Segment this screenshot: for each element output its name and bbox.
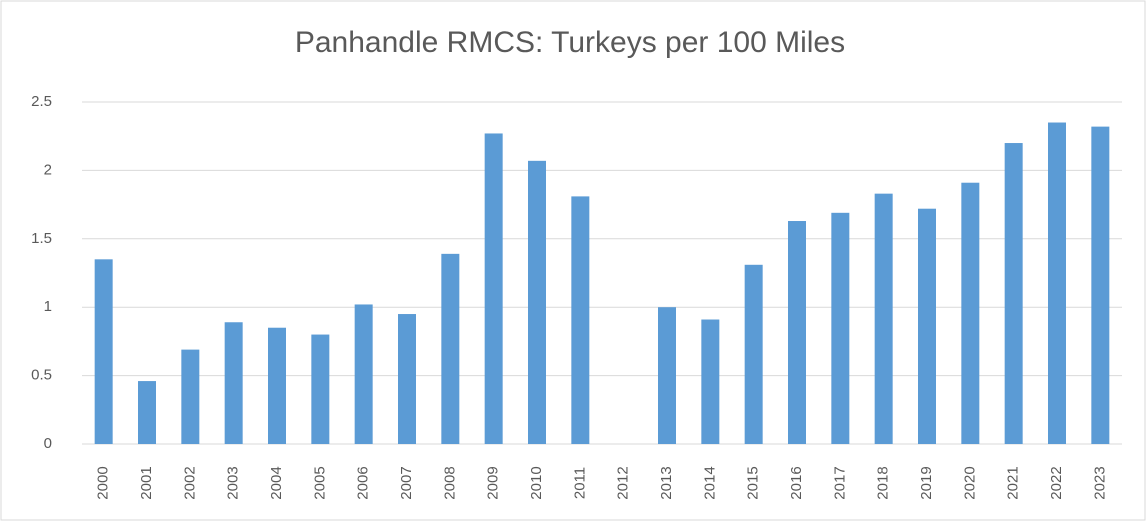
bar (918, 208, 936, 444)
x-tick-label: 2010 (528, 466, 545, 499)
x-tick-label: 2018 (875, 466, 892, 499)
x-tick-label: 2004 (268, 466, 285, 499)
x-tick-label: 2020 (961, 466, 978, 499)
y-tick-label: 2.5 (31, 93, 52, 110)
x-tick-label: 2000 (95, 466, 112, 499)
x-tick-label: 2012 (615, 466, 632, 499)
x-tick-label: 2017 (831, 466, 848, 499)
x-tick-label: 2007 (398, 466, 415, 499)
bar (1091, 126, 1110, 445)
bar (138, 381, 156, 444)
x-tick-label: 2005 (311, 466, 328, 499)
bar (788, 221, 806, 444)
x-tick-label: 2015 (745, 466, 762, 499)
y-tick-label: 0 (44, 435, 52, 452)
x-tick-label: 2008 (441, 466, 458, 499)
bar (874, 193, 893, 444)
y-tick-label: 0.5 (31, 367, 52, 384)
bar (1048, 122, 1066, 445)
x-tick-label: 2014 (701, 466, 718, 499)
x-tick-label: 2022 (1048, 466, 1065, 499)
x-tick-label: 2013 (658, 466, 675, 499)
bar (961, 182, 980, 444)
bar (268, 327, 286, 444)
bar (831, 212, 850, 444)
y-tick-label: 2 (44, 161, 52, 178)
bar (181, 349, 200, 444)
x-tick-label: 2003 (225, 466, 242, 499)
x-tick-label: 2019 (918, 466, 935, 499)
bar (398, 314, 416, 444)
bar (441, 253, 460, 444)
bar (658, 307, 676, 444)
chart-title: Panhandle RMCS: Turkeys per 100 Miles (295, 26, 845, 59)
bar (311, 334, 330, 444)
x-tick-label: 2006 (355, 466, 372, 499)
x-tick-label: 2001 (138, 466, 155, 499)
y-tick-label: 1 (44, 298, 52, 315)
bar (528, 160, 546, 444)
x-tick-label: 2009 (485, 466, 502, 499)
x-tick-label: 2023 (1091, 466, 1108, 499)
y-tick-label: 1.5 (31, 230, 52, 247)
bar (354, 304, 373, 444)
bar (701, 319, 720, 444)
bar (571, 196, 590, 444)
bar (224, 322, 243, 444)
x-tick-label: 2011 (571, 467, 588, 499)
bar (94, 259, 113, 444)
bar (1004, 143, 1023, 445)
x-tick-label: 2002 (181, 466, 198, 499)
x-tick-label: 2016 (788, 466, 805, 499)
bar (484, 133, 503, 445)
x-tick-label: 2021 (1005, 466, 1022, 499)
bar (744, 264, 763, 444)
